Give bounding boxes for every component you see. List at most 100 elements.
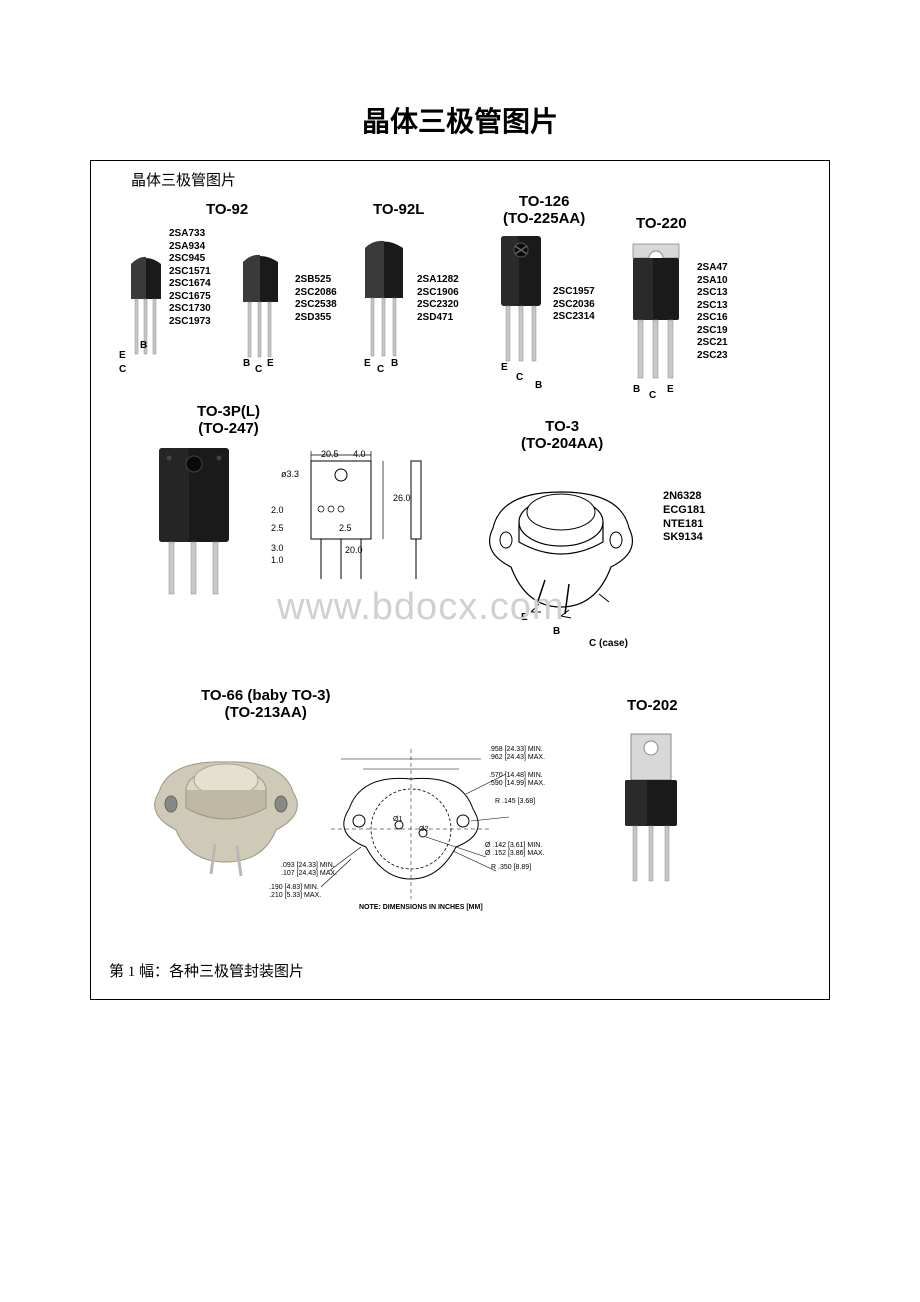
dim-to3p-d5: 26.0 <box>393 494 411 503</box>
dim-to3p-d6: 2.5 <box>271 524 284 533</box>
pin-to92l-c: C <box>377 364 384 375</box>
pin-to92a-c: C <box>119 364 126 375</box>
pin-to126-b: B <box>535 380 542 391</box>
dim-to66-g: .190 [4.83] MIN. .210 [5.33] MAX. <box>269 884 321 899</box>
caption-top: 晶体三极管图片 <box>91 169 829 190</box>
label-to66-1: TO-66 (baby TO-3) <box>201 687 330 704</box>
label-to3p: TO-3P(L) (TO-247) <box>197 404 260 437</box>
part: 2SC1571 <box>169 266 211 279</box>
pin-to3-b: B <box>553 626 560 637</box>
pin-to92l-e: E <box>364 358 371 369</box>
pin-to220-c: C <box>649 390 656 401</box>
part: NTE181 <box>663 518 705 532</box>
label-to126: TO-126 (TO-225AA) <box>503 194 585 227</box>
label-to126-2: (TO-225AA) <box>503 210 585 227</box>
part: 2SC1730 <box>169 303 211 316</box>
part: 2SA47 <box>697 262 728 275</box>
to202-body <box>611 730 691 900</box>
dim-to66-f: .093 [24.33] MIN. .107 [24.43] MAX. <box>281 862 337 877</box>
part: 2SB525 <box>295 274 337 287</box>
part: 2SC2320 <box>417 299 459 312</box>
part: 2SC13 <box>697 300 728 313</box>
dim-to66-note: NOTE: DIMENSIONS IN INCHES [MM] <box>359 904 483 912</box>
dim-to66-i: Ø2 <box>419 826 428 834</box>
dim-to3p-d7: 2.5 <box>339 524 352 533</box>
part: 2N6328 <box>663 490 705 504</box>
part: SK9134 <box>663 531 705 545</box>
dim-to3p-d4: 2.0 <box>271 506 284 515</box>
part: 2SD355 <box>295 312 337 325</box>
part: 2SC1674 <box>169 278 211 291</box>
part: 2SA934 <box>169 241 211 254</box>
dim-to3p-d1: ø3.3 <box>281 470 299 479</box>
part: 2SC2086 <box>295 287 337 300</box>
part: 2SC1957 <box>553 286 595 299</box>
dim-to66-c: R .145 [3.68] <box>495 798 535 806</box>
pin-to92b-b: B <box>243 358 250 369</box>
part: 2SD471 <box>417 312 459 325</box>
label-to3-1: TO-3 <box>545 418 579 435</box>
part: 2SC2314 <box>553 311 595 324</box>
dim-to66-a: .958 [24.33] MIN. .962 [24.43] MAX. <box>489 746 545 761</box>
part: 2SC945 <box>169 253 211 266</box>
pin-to126-c: C <box>516 372 523 383</box>
content-box: 晶体三极管图片 TO-92 E B C 2SA733 2SA934 2SC945… <box>90 160 830 1000</box>
partlist-to3: 2N6328 ECG181 NTE181 SK9134 <box>663 490 705 545</box>
dim-to66-e: R .350 [8.89] <box>491 864 531 872</box>
part: 2SC1906 <box>417 287 459 300</box>
part: 2SC21 <box>697 337 728 350</box>
dim-to66-d: Ø .142 [3.61] MIN. Ø .152 [3.86] MAX. <box>485 842 545 857</box>
page-title: 晶体三极管图片 <box>90 100 830 140</box>
dim-to66-h: Ø1 <box>393 816 402 824</box>
dim-to3p-d10: 20.0 <box>345 546 363 555</box>
part: 2SC19 <box>697 325 728 338</box>
pin-to220-e: E <box>667 384 674 395</box>
pin-to92a-e: E <box>119 350 126 361</box>
partlist-to92l: 2SA1282 2SC1906 2SC2320 2SD471 <box>417 274 459 324</box>
label-to66-2: (TO-213AA) <box>225 704 307 721</box>
partlist-to220: 2SA47 2SA10 2SC13 2SC13 2SC16 2SC19 2SC2… <box>697 262 728 362</box>
part: 2SC16 <box>697 312 728 325</box>
dim-to3p-d2: 20.5 <box>321 450 339 459</box>
label-to202: TO-202 <box>627 698 678 715</box>
part: 2SC13 <box>697 287 728 300</box>
pin-to220-b: B <box>633 384 640 395</box>
part: 2SA10 <box>697 275 728 288</box>
to92l-body <box>357 240 412 370</box>
pin-to92l-b: B <box>391 358 398 369</box>
to66-dims <box>311 739 511 909</box>
part: 2SC2036 <box>553 299 595 312</box>
part: 2SC2538 <box>295 299 337 312</box>
dim-to3p-d9: 1.0 <box>271 556 284 565</box>
pin-to3-e: E <box>521 612 528 623</box>
caption-bottom: 第 1 幅：各种三极管封装图片 <box>91 960 829 981</box>
part: 2SC1675 <box>169 291 211 304</box>
part: 2SA1282 <box>417 274 459 287</box>
pin-to3-c: C (case) <box>589 638 628 649</box>
part: 2SC1973 <box>169 316 211 329</box>
label-to220: TO-220 <box>636 216 687 233</box>
partlist-to92a: 2SA733 2SA934 2SC945 2SC1571 2SC1674 2SC… <box>169 228 211 328</box>
label-to126-1: TO-126 <box>519 194 570 210</box>
partlist-to126: 2SC1957 2SC2036 2SC2314 <box>553 286 595 324</box>
label-to3p-2: (TO-247) <box>198 420 259 437</box>
to3-body <box>461 462 661 642</box>
to92-body-2 <box>233 254 288 374</box>
to92-body-1 <box>121 254 171 374</box>
part: ECG181 <box>663 504 705 518</box>
to126-body <box>491 232 551 372</box>
label-to3p-1: TO-3P(L) <box>197 403 260 420</box>
diagram-area: TO-92 E B C 2SA733 2SA934 2SC945 2SC1571… <box>91 194 829 954</box>
dim-to3p-d3: 4.0 <box>353 450 366 459</box>
dim-to3p-d8: 3.0 <box>271 544 284 553</box>
label-to92l: TO-92L <box>373 202 424 219</box>
label-to66: TO-66 (baby TO-3) (TO-213AA) <box>201 688 330 721</box>
part: 2SC23 <box>697 350 728 363</box>
label-to92: TO-92 <box>206 202 248 219</box>
partlist-to92b: 2SB525 2SC2086 2SC2538 2SD355 <box>295 274 337 324</box>
pin-to92b-e: E <box>267 358 274 369</box>
label-to3-2: (TO-204AA) <box>521 435 603 452</box>
pin-to126-e: E <box>501 362 508 373</box>
to3p-body <box>149 444 239 604</box>
pin-to92b-c: C <box>255 364 262 375</box>
